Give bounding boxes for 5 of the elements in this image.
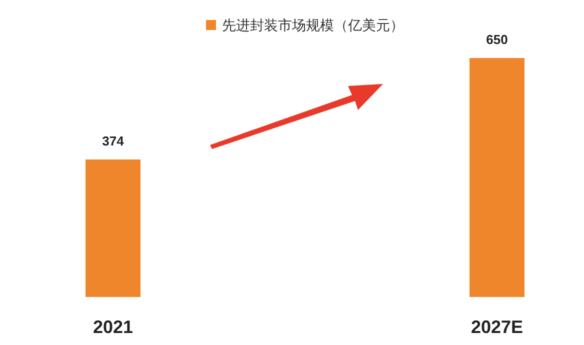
data-label: 650 [486,32,508,47]
x-tick-label: 2027E [470,317,524,337]
x-tick-label: 2021 [92,317,134,337]
data-label: 374 [102,133,125,148]
legend-label: 先进封装市场规模（亿美元） [222,17,404,33]
